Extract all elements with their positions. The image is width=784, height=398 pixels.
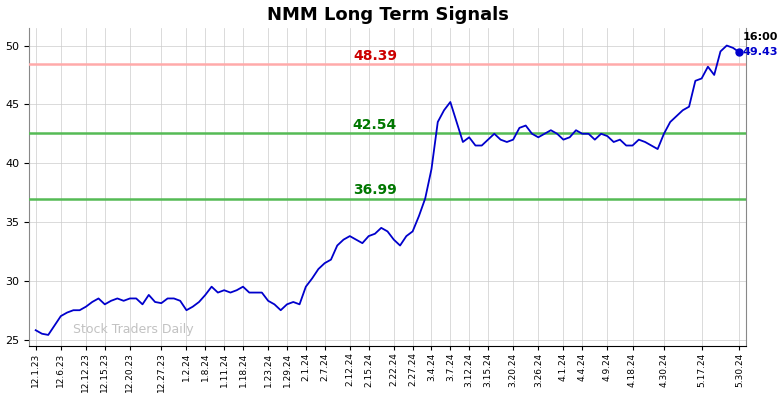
Text: Stock Traders Daily: Stock Traders Daily <box>74 323 194 336</box>
Text: 42.54: 42.54 <box>353 118 397 132</box>
Text: 36.99: 36.99 <box>353 183 397 197</box>
Text: 49.43: 49.43 <box>742 47 778 57</box>
Text: 16:00: 16:00 <box>742 33 778 43</box>
Title: NMM Long Term Signals: NMM Long Term Signals <box>267 6 509 23</box>
Text: 48.39: 48.39 <box>353 49 397 63</box>
